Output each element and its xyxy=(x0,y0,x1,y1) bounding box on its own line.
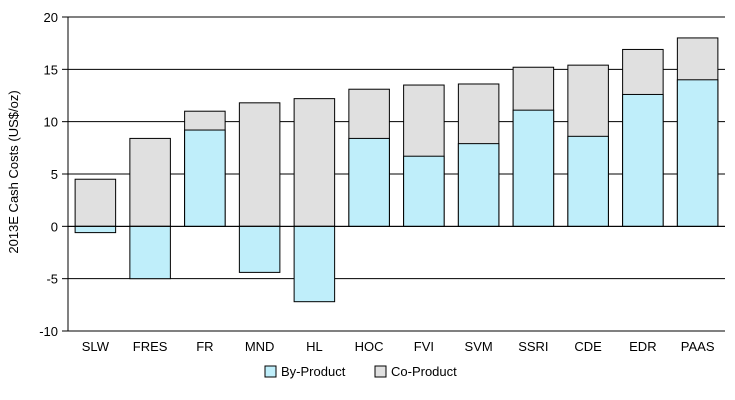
x-tick-label: HL xyxy=(306,339,323,354)
bar-co-product-hl xyxy=(293,98,336,227)
bars xyxy=(74,37,719,303)
bar-co-product-fres xyxy=(129,137,171,227)
y-tick-label: 5 xyxy=(51,167,58,182)
x-tick-label: FVI xyxy=(414,339,434,354)
x-tick-label: MND xyxy=(245,339,275,354)
bar-by-product-hl xyxy=(293,225,336,303)
legend-swatch-co-product xyxy=(374,365,387,378)
legend-label-by-product: By-Product xyxy=(281,364,346,379)
x-tick-label: SLW xyxy=(82,339,110,354)
bar-co-product-mnd xyxy=(238,102,281,227)
bar-by-product-fvi xyxy=(403,155,445,227)
legend-swatch-by-product xyxy=(264,365,277,378)
y-tick-label: 0 xyxy=(51,219,58,234)
y-axis-label: 2013E Cash Costs (US$/oz) xyxy=(6,90,21,253)
x-tick-label: EDR xyxy=(629,339,656,354)
bar-by-product-fr xyxy=(184,129,226,227)
x-tick-label: HOC xyxy=(355,339,384,354)
bar-by-product-edr xyxy=(622,93,664,227)
legend: By-Product Co-Product xyxy=(264,364,457,379)
x-tick-label: FR xyxy=(196,339,213,354)
y-tick-label: -10 xyxy=(39,324,58,339)
bar-co-product-slw xyxy=(74,178,117,227)
y-tick-label: -5 xyxy=(46,272,58,287)
y-tick-label: 15 xyxy=(44,62,58,77)
bar-by-product-mnd xyxy=(238,225,281,273)
x-tick-label: SVM xyxy=(465,339,493,354)
legend-label-co-product: Co-Product xyxy=(391,364,457,379)
x-tick-label: SSRI xyxy=(518,339,548,354)
bar-by-product-slw xyxy=(74,225,117,234)
bar-by-product-fres xyxy=(129,225,171,280)
bar-by-product-paas xyxy=(676,79,719,227)
x-tick-label: PAAS xyxy=(681,339,715,354)
y-tick-label: 20 xyxy=(44,10,58,25)
x-tick-label: FRES xyxy=(133,339,168,354)
bar-by-product-svm xyxy=(457,143,500,227)
x-tick-label: CDE xyxy=(574,339,602,354)
axes: -10 -5 0 5 10 15 20 SLW FRES FR MND HL HOC FVI SVM SSRI… xyxy=(39,10,725,354)
bar-by-product-hoc xyxy=(348,137,390,227)
bar-by-product-ssri xyxy=(512,109,555,227)
y-tick-label: 10 xyxy=(44,115,58,130)
bar-by-product-cde xyxy=(567,135,609,227)
